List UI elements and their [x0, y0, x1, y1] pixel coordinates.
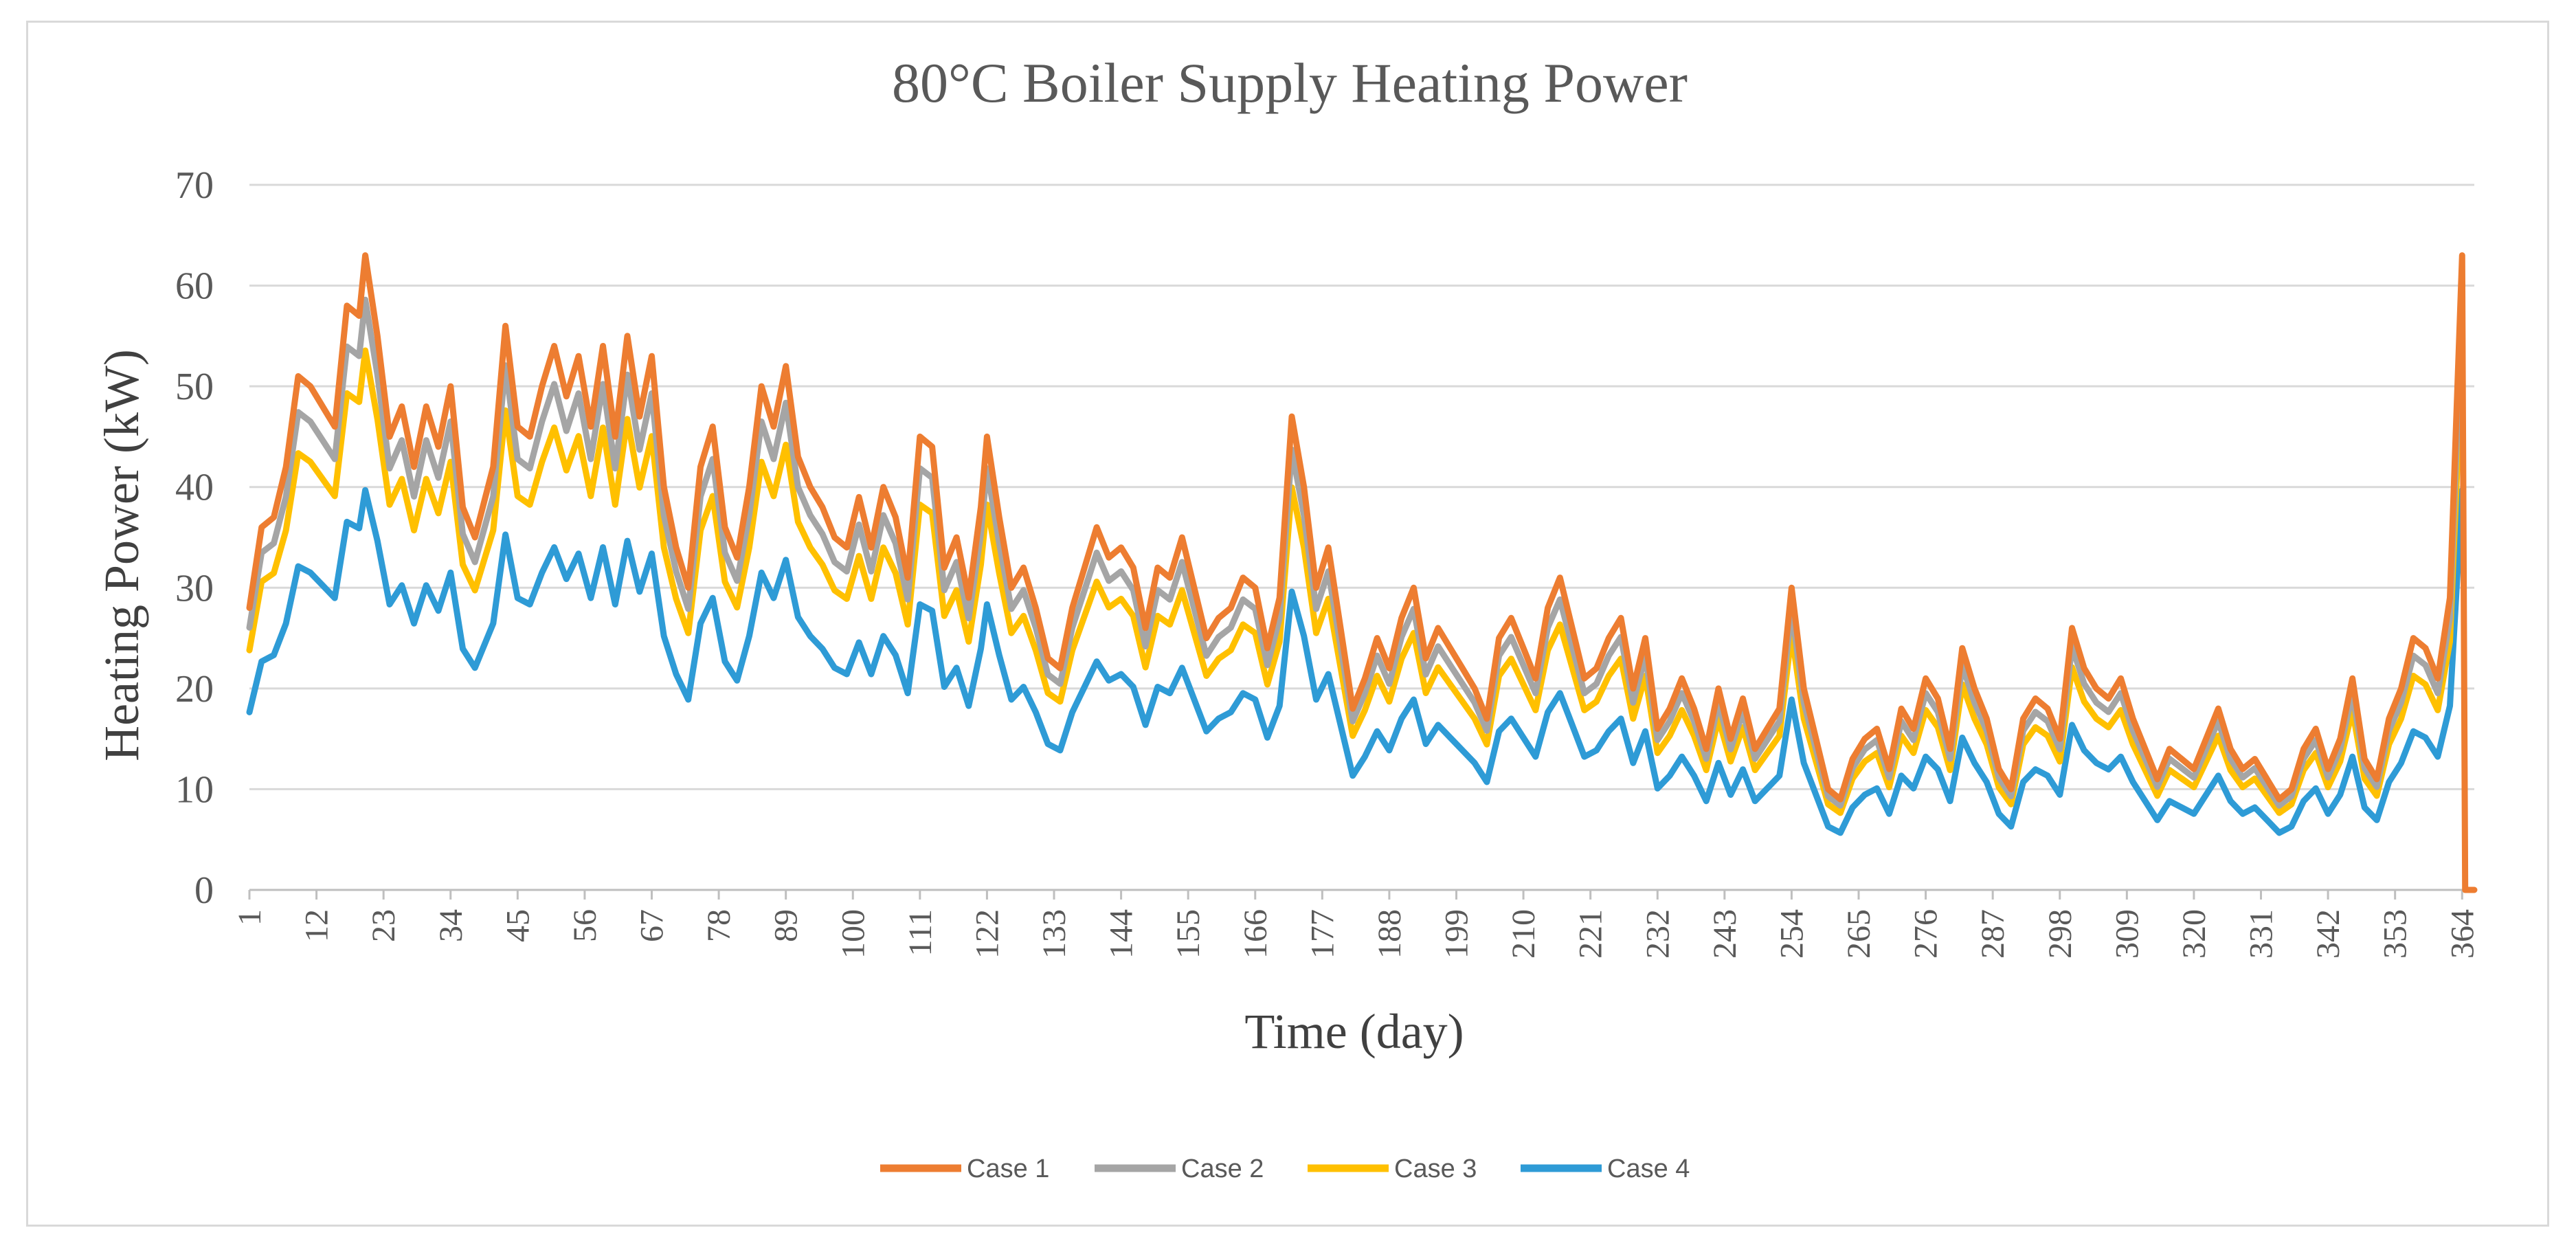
- x-tick-label-28: 309: [2109, 909, 2145, 959]
- series-line-case-4: [246, 487, 2465, 836]
- x-tick-label-31: 342: [2310, 909, 2347, 959]
- x-tick-label-2: 23: [366, 909, 402, 942]
- chart-title: 80°C Boiler Supply Heating Power: [892, 52, 1688, 114]
- x-tick-label-5: 56: [567, 909, 603, 942]
- y-tick-label-1: 10: [175, 768, 214, 811]
- y-tick-label-2: 20: [175, 668, 214, 711]
- y-tick-label-5: 50: [175, 366, 214, 408]
- y-tick-label-6: 60: [175, 265, 214, 308]
- y-tick-label-3: 30: [175, 567, 214, 610]
- x-tick-label-23: 254: [1773, 909, 1810, 959]
- x-tick-label-13: 144: [1104, 909, 1140, 959]
- x-tick-label-22: 243: [1707, 909, 1743, 959]
- x-axis-title: Time (day): [1244, 1004, 1464, 1059]
- x-tick-label-3: 34: [433, 909, 469, 942]
- x-tick-label-6: 67: [634, 909, 671, 942]
- legend-label-case-2: Case 2: [1181, 1154, 1264, 1183]
- x-tick-label-8: 89: [768, 909, 805, 942]
- y-tick-label-7: 70: [175, 164, 214, 207]
- x-tick-label-25: 276: [1908, 909, 1945, 959]
- legend: Case 1 Case 2 Case 3 Case 4: [880, 1154, 1690, 1183]
- series-line-case-3: [246, 347, 2465, 816]
- legend-label-case-1: Case 1: [967, 1154, 1049, 1183]
- gridlines: [249, 183, 2474, 891]
- x-tick-label-26: 287: [1975, 909, 2011, 959]
- y-tick-label-4: 40: [175, 467, 214, 509]
- x-tick-label-27: 298: [2042, 909, 2079, 959]
- legend-label-case-4: Case 4: [1607, 1154, 1690, 1183]
- x-tick-label-16: 177: [1304, 909, 1341, 959]
- x-tick-label-7: 78: [701, 909, 737, 942]
- x-tick-label-15: 166: [1237, 909, 1274, 959]
- x-tick-label-18: 199: [1439, 909, 1475, 959]
- chart-frame: 80°C Boiler Supply Heating Power 0 10 20 30…: [26, 21, 2549, 1227]
- x-tick-label-20: 221: [1573, 909, 1609, 959]
- x-tick-label-12: 133: [1036, 909, 1073, 959]
- y-axis-title: Heating Power (kW): [94, 349, 149, 761]
- x-tick-label-17: 188: [1371, 909, 1408, 959]
- chart-svg: 80°C Boiler Supply Heating Power 0 10 20 30…: [94, 52, 2480, 1183]
- x-tick-label-33: 364: [2444, 909, 2480, 959]
- x-tick-label-14: 155: [1170, 909, 1207, 959]
- x-tick-label-10: 111: [902, 909, 939, 956]
- x-tick-label-1: 12: [299, 909, 335, 942]
- x-tick-label-21: 232: [1639, 909, 1676, 959]
- y-axis-ticks: 0 10 20 30 40 50 60 70: [175, 164, 214, 912]
- x-tick-label-4: 45: [500, 909, 536, 942]
- x-tick-label-11: 122: [969, 909, 1005, 959]
- y-tick-label-0: 0: [194, 869, 214, 912]
- series-line-case-2: [246, 296, 2465, 809]
- series-line-case-1: [246, 252, 2478, 893]
- series-lines: [246, 252, 2478, 893]
- x-tick-label-29: 320: [2176, 909, 2213, 959]
- x-tick-label-19: 210: [1505, 909, 1542, 959]
- legend-label-case-3: Case 3: [1394, 1154, 1477, 1183]
- x-tick-label-0: 1: [232, 909, 268, 926]
- x-tick-label-30: 331: [2243, 909, 2280, 959]
- x-tick-label-32: 353: [2377, 909, 2414, 959]
- x-tick-label-9: 100: [835, 909, 871, 959]
- x-tick-label-24: 265: [1841, 909, 1877, 959]
- x-axis: 1 12 23 34 45 56 67 78 89 100 111 122 133 144 155 166 17…: [232, 889, 2480, 959]
